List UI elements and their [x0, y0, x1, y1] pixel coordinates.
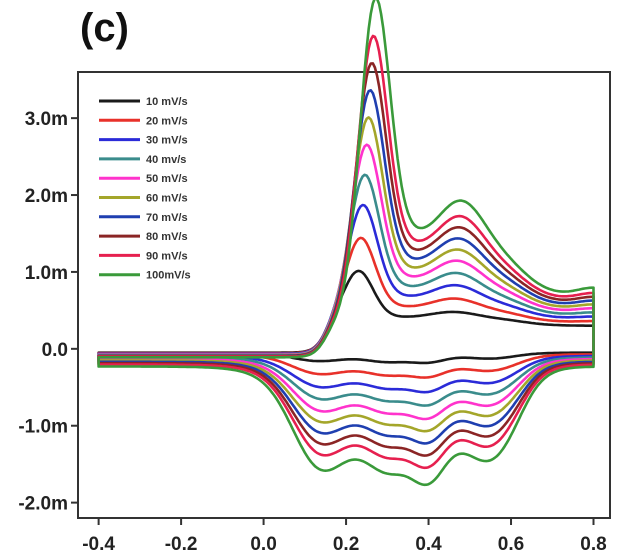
legend-label: 90 mV/s [146, 250, 188, 262]
x-tick-label: 0.6 [498, 534, 524, 555]
y-tick-label: -1.0m [18, 417, 68, 438]
cv-curves [97, 0, 595, 487]
x-tick-label: 0.2 [333, 534, 359, 555]
legend-label: 40 mv/s [146, 154, 186, 166]
legend-label: 10 mV/s [146, 96, 188, 108]
x-tick-label: -0.2 [165, 534, 198, 555]
legend-label: 60 mV/s [146, 193, 188, 205]
x-tick-label: -0.4 [82, 534, 115, 555]
y-tick-label: 3.0m [25, 109, 68, 130]
x-axis: -0.4 -0.2 0.0 0.2 0.4 0.6 0.8 [82, 518, 607, 555]
cv-curve-10 [97, 0, 595, 487]
y-axis: 3.0m 2.0m 1.0m 0.0 -1.0m -2.0m [18, 109, 78, 515]
legend-label: 50 mV/s [146, 173, 188, 185]
x-tick-label: 0.8 [580, 534, 606, 555]
legend-label: 70 mV/s [146, 212, 188, 224]
legend-label: 80 mV/s [146, 231, 188, 243]
panel-label: (c) [80, 6, 129, 50]
plot-frame [77, 71, 611, 519]
y-tick-label: 1.0m [25, 263, 68, 284]
legend-label: 20 mV/s [146, 115, 188, 127]
plot-border [77, 71, 611, 519]
y-tick-label: 0.0 [42, 340, 68, 361]
legend-label: 30 mV/s [146, 135, 188, 147]
y-tick-label: 2.0m [25, 186, 68, 207]
y-tick-label: -2.0m [18, 494, 68, 515]
legend-label: 100mV/s [146, 270, 191, 282]
x-tick-label: 0.0 [250, 534, 276, 555]
legend: 10 mV/s 20 mV/s 30 mV/s 40 mv/s 50 mV/s 60 mV… [99, 96, 191, 282]
x-tick-label: 0.4 [415, 534, 442, 555]
